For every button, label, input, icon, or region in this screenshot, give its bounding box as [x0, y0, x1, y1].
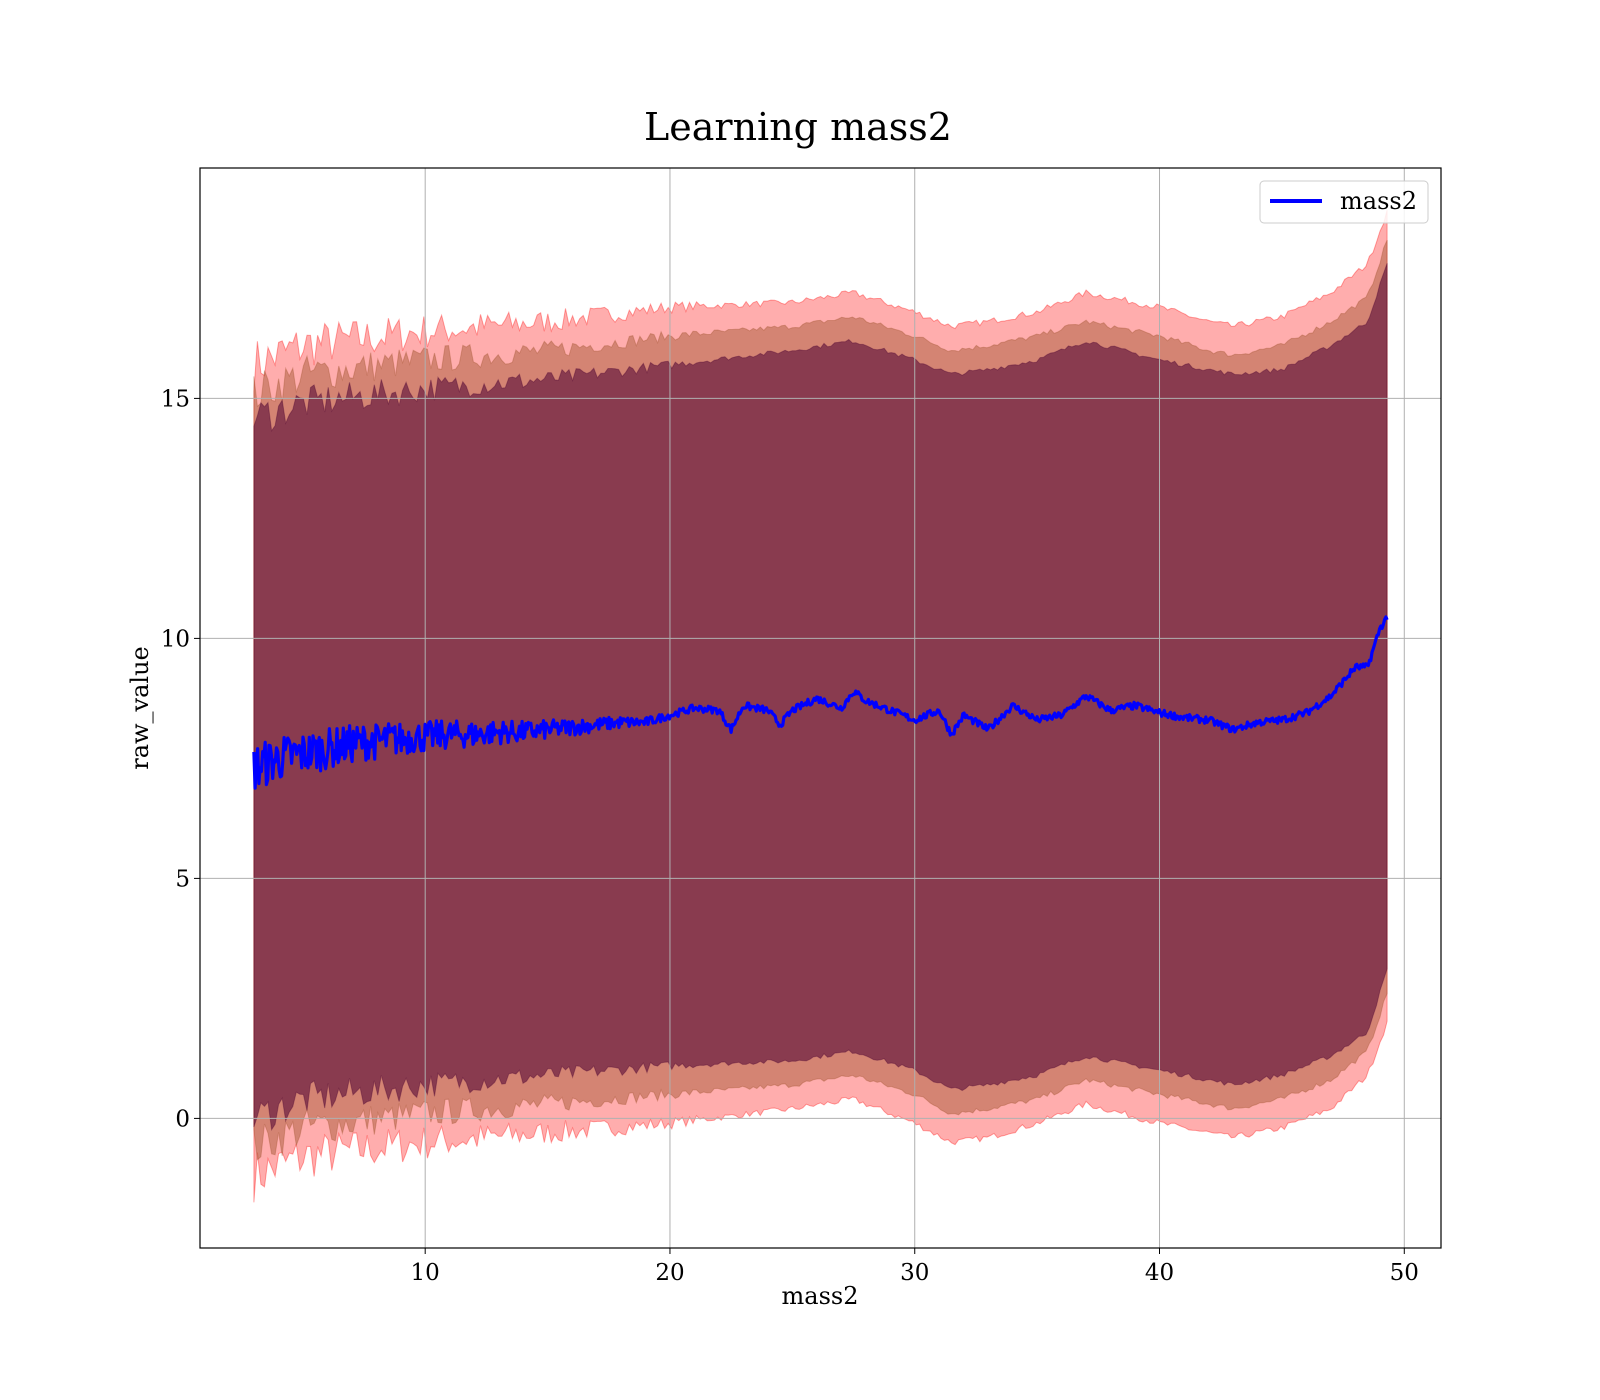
grid-lines [200, 168, 1441, 1248]
x-tick-label: 30 [900, 1260, 929, 1286]
series-lines [252, 615, 1389, 790]
chart-title: Learning mass2 [644, 105, 952, 149]
x-axis-label: mass2 [782, 1282, 859, 1310]
legend: mass2 [1259, 180, 1429, 224]
x-tick-label: 50 [1390, 1260, 1419, 1286]
y-axis-label: raw_value [126, 646, 154, 770]
legend-box [1259, 180, 1429, 224]
x-tick-label: 10 [411, 1260, 440, 1286]
plot-frame [199, 167, 1442, 1249]
x-tick-label: 40 [1145, 1260, 1174, 1286]
confidence-bands [253, 209, 1388, 1203]
y-ticks: 0 5 10 15 [161, 386, 200, 1132]
series-line-mass2 [252, 615, 1389, 790]
y-tick-label: 5 [175, 866, 190, 892]
x-tick-label: 20 [655, 1260, 684, 1286]
x-ticks: 10 20 30 40 50 [411, 1248, 1419, 1286]
legend-label-mass2: mass2 [1340, 187, 1417, 215]
y-tick-label: 10 [161, 626, 190, 652]
y-tick-label: 15 [161, 386, 190, 412]
y-tick-label: 0 [175, 1106, 190, 1132]
